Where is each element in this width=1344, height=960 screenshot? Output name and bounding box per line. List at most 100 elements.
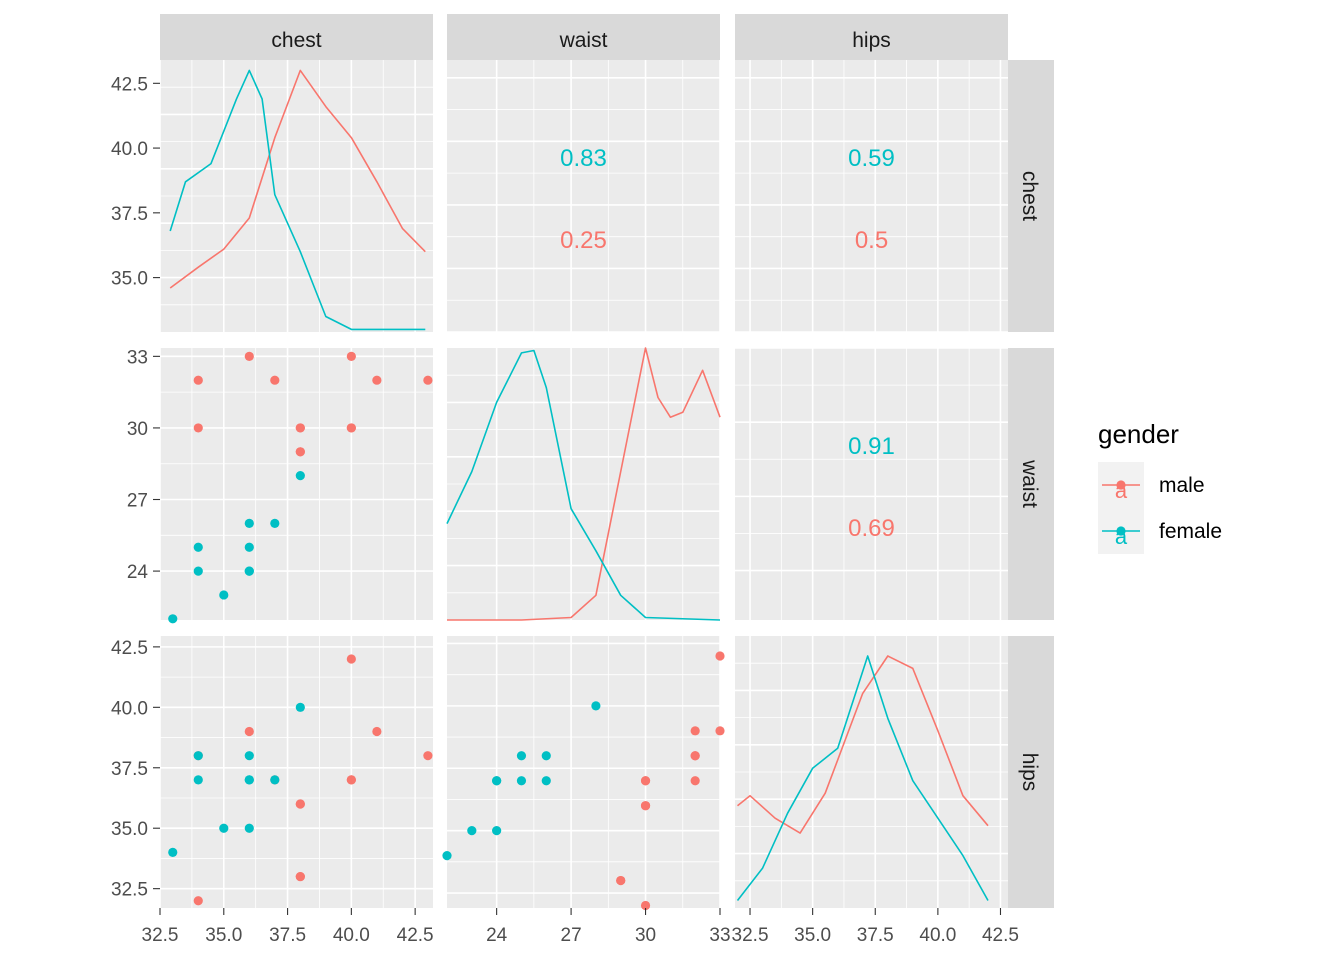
strip-top-waist: [447, 14, 720, 60]
panel-waist-waist: [446, 347, 721, 621]
y-tick-label: 35.0: [111, 819, 148, 840]
scatter-point-male: [640, 900, 651, 911]
scatter-point-female: [244, 518, 254, 528]
y-tick-label: 33: [127, 347, 148, 368]
x-tick-label: 42.5: [982, 925, 1019, 946]
legend-keys: a male a female: [1098, 462, 1222, 554]
legend: gender a male a female: [1098, 419, 1222, 554]
y-tick-label: 27: [127, 491, 148, 512]
strip-right-label: hips: [1018, 753, 1041, 792]
scatter-point-male: [346, 654, 356, 664]
y-tick-label: 37.5: [111, 204, 148, 225]
scatter-point-male: [193, 896, 203, 906]
panel-background: [160, 636, 433, 908]
legend-key-glyph: a: [1115, 478, 1128, 503]
panel-chest-waist: 0.83 0.25: [447, 60, 721, 333]
scatter-point-female: [541, 751, 551, 761]
panel-grid: [447, 60, 721, 333]
corr-female-label: 0.83: [560, 145, 607, 172]
panel-hips-hips: [735, 636, 1008, 908]
x-tick-label: 24: [486, 925, 508, 946]
scatter-point-female: [193, 542, 203, 552]
y-tick-label: 35.0: [111, 269, 148, 290]
strip-top-label: waist: [559, 29, 608, 52]
panels-layer: 0.83 0.25 0.59 0.5 0.91 0.69: [159, 60, 1008, 911]
panel-background: [735, 60, 1008, 332]
panel-chest-hips: 0.59 0.5: [735, 60, 1008, 333]
scatter-point-male: [640, 801, 651, 811]
legend-title: gender: [1098, 419, 1179, 449]
x-tick-label: 35.0: [205, 925, 242, 946]
scatter-point-female: [244, 542, 254, 552]
y-tick-label: 40.0: [111, 139, 148, 160]
panel-background: [735, 348, 1008, 620]
scatter-point-female: [193, 751, 203, 761]
x-tick-label: 30: [635, 925, 656, 946]
x-tick-label: 40.0: [333, 925, 370, 946]
panel-waist-chest: [159, 348, 433, 624]
x-tick-label: 37.5: [269, 925, 306, 946]
panel-grid: [735, 636, 1008, 908]
scatter-point-female: [168, 847, 178, 857]
scatter-point-female: [295, 471, 305, 481]
scatter-point-male: [616, 875, 626, 886]
panel-grid: [447, 348, 721, 620]
legend-label-male: male: [1159, 474, 1205, 497]
scatter-point-female: [270, 518, 280, 528]
density-line-female: [169, 69, 426, 331]
x-tick-label: 37.5: [857, 925, 894, 946]
density-line-male: [169, 69, 426, 289]
panel-background: [160, 348, 433, 620]
scatter-point-male: [715, 651, 725, 661]
panel-grid: [159, 60, 433, 332]
strip-right-chest: [1008, 60, 1054, 332]
strip-top-label: hips: [852, 29, 891, 52]
scatter-point-female: [591, 701, 601, 711]
scatter-point-female: [295, 702, 305, 712]
legend-key-point: [1116, 480, 1126, 490]
scatter-point-female: [467, 826, 477, 836]
scatter-point-female: [492, 776, 502, 786]
panel-grid: [735, 347, 1008, 620]
scatter-point-female: [244, 751, 254, 761]
scatter-point-male: [346, 775, 356, 785]
x-tick-label: 32.5: [732, 925, 769, 946]
x-tick-label: 33: [709, 925, 730, 946]
scatter-point-female: [244, 566, 254, 576]
panel-grid: [159, 348, 433, 620]
panel-grid: [447, 636, 721, 908]
density-line-female: [446, 349, 721, 621]
strip-top-hips: [735, 14, 1008, 60]
panel-hips-chest: [159, 636, 433, 908]
scatter-point-male: [295, 447, 305, 457]
panel-hips-waist: [442, 636, 725, 911]
scatter-point-female: [442, 850, 452, 861]
corr-female-label: 0.91: [848, 433, 895, 460]
scatter-point-male: [423, 751, 433, 761]
scatter-point-female: [193, 775, 203, 785]
x-tick-label: 42.5: [397, 925, 434, 946]
scatter-point-female: [244, 775, 254, 785]
x-tick-label: 40.0: [919, 925, 956, 946]
y-tick-label: 42.5: [111, 638, 148, 659]
scatter-point-female: [193, 566, 203, 576]
panel-background: [447, 636, 720, 908]
panel-grid: [159, 636, 433, 908]
scatter-point-male: [295, 423, 305, 433]
scatter-point-male: [690, 751, 700, 761]
y-tick-label: 24: [127, 562, 149, 583]
scatter-point-male: [270, 375, 280, 385]
density-line-male: [737, 655, 989, 834]
legend-key-point: [1116, 526, 1126, 536]
legend-item-male: a male: [1098, 462, 1205, 508]
scatter-point-male: [690, 726, 700, 736]
corr-female-label: 0.59: [848, 145, 895, 172]
x-tick-label: 32.5: [142, 925, 179, 946]
y-tick-label: 30: [127, 419, 148, 440]
panel-grid: [735, 60, 1008, 333]
y-tick-label: 37.5: [111, 759, 148, 780]
axes-layer: 35.037.540.042.52427303332.535.037.540.0…: [111, 74, 1019, 946]
scatter-point-male: [690, 776, 700, 786]
scatter-point-male: [346, 351, 356, 361]
